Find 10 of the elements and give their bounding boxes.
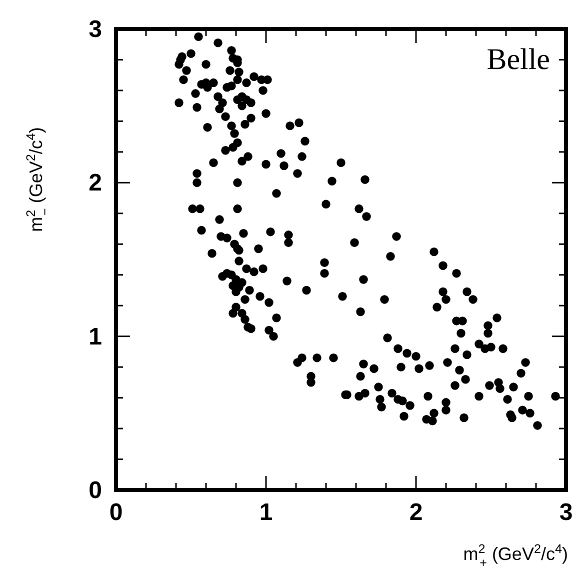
y-tick-label: 0 [88, 477, 102, 504]
x-tick-label: 1 [259, 499, 273, 526]
y-tick-label: 3 [88, 16, 102, 43]
x-axis-title: m$^{2}$$_{+}$ (GeV$^{2}$/c$^{4}$) [463, 542, 568, 570]
x-tick-label: 0 [109, 499, 123, 526]
y-tick-label: 2 [88, 170, 102, 197]
x-tick-label: 2 [409, 499, 423, 526]
y-tick-label: 1 [88, 323, 102, 350]
annotation: Belle [486, 43, 550, 76]
x-tick-label: 3 [559, 499, 573, 526]
